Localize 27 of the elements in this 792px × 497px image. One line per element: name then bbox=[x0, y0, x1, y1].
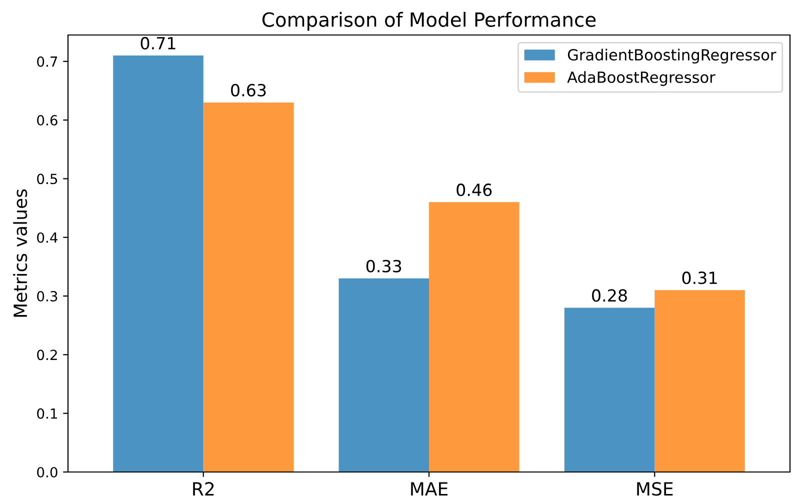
y-tick-label: 0.7 bbox=[37, 56, 58, 67]
y-tick-label: 0.4 bbox=[37, 232, 58, 243]
chart-title: Comparison of Model Performance bbox=[262, 12, 596, 31]
legend-label: GradientBoostingRegressor bbox=[568, 48, 776, 64]
data-label: 0.63 bbox=[231, 84, 266, 96]
y-tick-label: 0.3 bbox=[37, 290, 58, 302]
x-tick-label: R2 bbox=[193, 482, 214, 496]
bar bbox=[338, 278, 429, 472]
bar bbox=[113, 56, 204, 472]
bar bbox=[203, 102, 294, 472]
bar bbox=[654, 290, 745, 472]
legend-label: AdaBoostRegressor bbox=[567, 71, 716, 86]
y-tick-label: 0.6 bbox=[37, 115, 58, 126]
y-tick-label: 0.5 bbox=[37, 174, 58, 184]
bar bbox=[564, 308, 655, 472]
x-tick-label: MSE bbox=[637, 482, 673, 496]
data-label: 0.33 bbox=[366, 260, 402, 272]
data-label: 0.46 bbox=[456, 184, 492, 196]
y-axis-title: Metrics values bbox=[13, 189, 28, 317]
y-tick-label: 0.1 bbox=[37, 408, 57, 419]
x-tick-label: MAE bbox=[411, 482, 448, 496]
y-tick-label: 0.0 bbox=[37, 466, 58, 478]
bar bbox=[429, 202, 520, 472]
data-label: 0.28 bbox=[592, 289, 627, 302]
data-label: 0.71 bbox=[140, 36, 176, 50]
y-tick-label: 0.2 bbox=[37, 350, 57, 360]
data-label: 0.31 bbox=[682, 272, 717, 284]
